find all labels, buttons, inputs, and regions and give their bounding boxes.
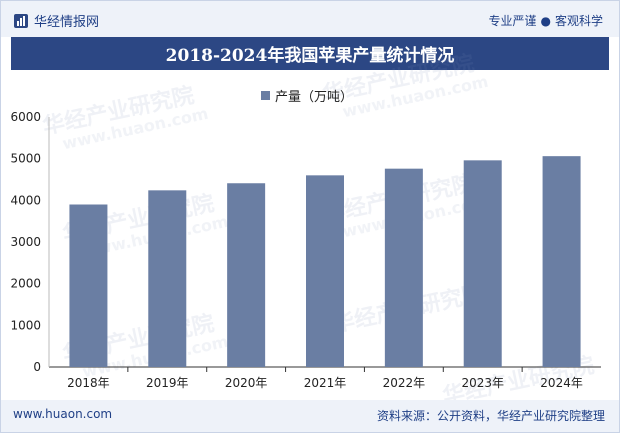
legend-swatch (261, 91, 270, 100)
y-tick-label: 0 (33, 360, 41, 374)
y-tick-label: 1000 (10, 318, 41, 332)
x-tick-label: 2024年 (540, 376, 583, 390)
brand-logo-icon (14, 13, 28, 28)
x-tick-label: 2022年 (383, 376, 426, 390)
footer-url[interactable]: www.huaon.com (13, 407, 113, 421)
bar-chart: 0 1000 2000 3000 4000 5000 6000 2018年 2019年 2020年… (10, 110, 601, 390)
brand-name: 华经情报网 (34, 15, 100, 30)
slogan-right: 客观科学 (554, 14, 603, 28)
bar (148, 190, 187, 367)
slogan-dot: ● (540, 14, 551, 28)
bar (463, 160, 502, 367)
brand[interactable]: 华经情报网 (13, 11, 99, 30)
x-tick-label: 2023年 (461, 376, 504, 390)
slogan: 专业严谨 ● 客观科学 (488, 12, 603, 29)
footer-source: 资料来源：公开资料，华经产业研究院整理 (376, 409, 605, 423)
x-tick-label: 2020年 (225, 376, 268, 390)
title-bar: 2018-2024年我国苹果产量统计情况 (11, 37, 609, 70)
y-tick-label: 3000 (10, 235, 41, 249)
bar (542, 156, 581, 367)
x-tick-label: 2021年 (304, 376, 347, 390)
legend-label: 产量（万吨） (275, 90, 354, 105)
legend: 产量（万吨） (261, 86, 353, 105)
y-tick-label: 2000 (10, 277, 41, 291)
x-tick-label: 2018年 (67, 376, 110, 390)
top-bar: 华经情报网 专业严谨 ● 客观科学 (1, 1, 619, 37)
bar (69, 204, 108, 367)
bar (306, 175, 344, 367)
bar (384, 168, 423, 367)
bar (227, 183, 266, 367)
x-tick-label: 2019年 (146, 376, 189, 390)
y-tick-label: 5000 (10, 152, 41, 166)
slogan-left: 专业严谨 (488, 14, 537, 28)
y-tick-label: 4000 (10, 193, 41, 207)
chart-title: 2018-2024年我国苹果产量统计情况 (165, 46, 455, 66)
y-tick-label: 6000 (10, 110, 41, 124)
footer: www.huaon.com 资料来源：公开资料，华经产业研究院整理 (1, 400, 619, 432)
